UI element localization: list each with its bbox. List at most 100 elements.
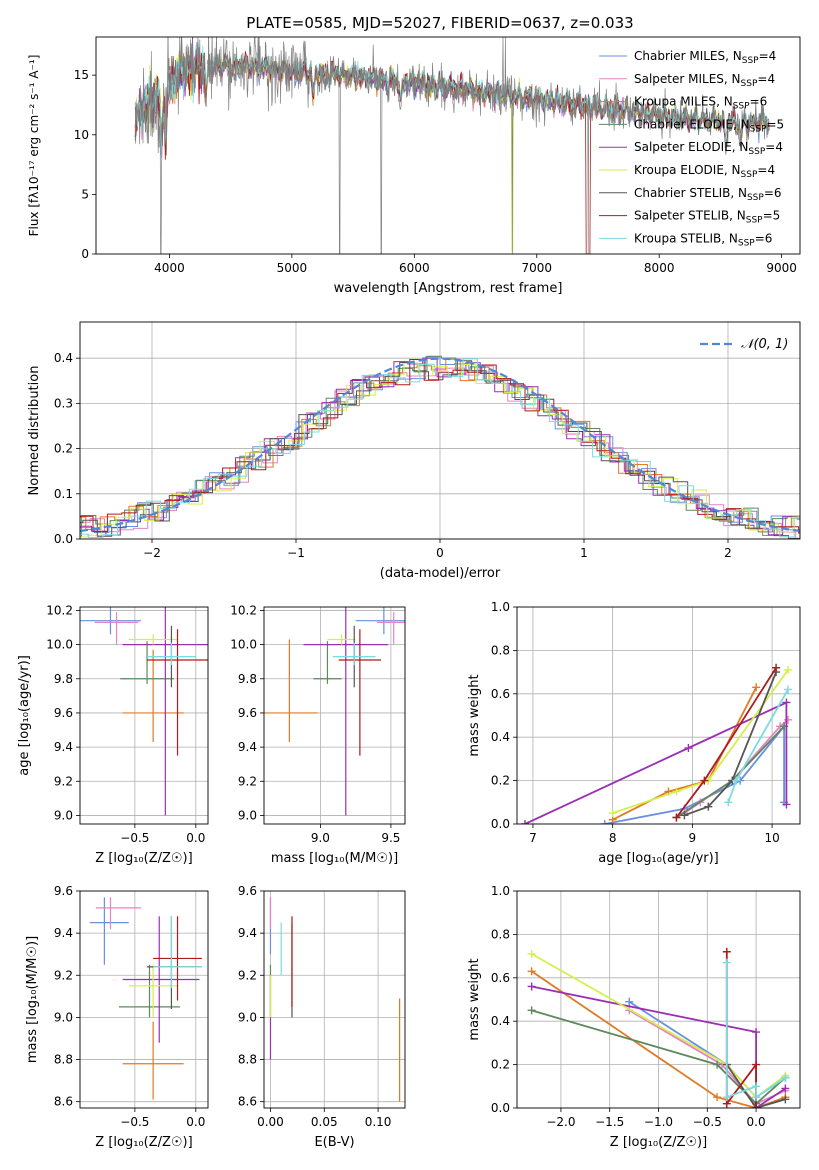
- normal-legend-label: 𝒩(0, 1): [741, 337, 788, 352]
- panel-weight_vs_Z: −2.0 −1.5 −1.0 −0.5 0.0 0.0 0.2 0.4 0.6 0.8 1.0 Z […: [467, 884, 801, 1150]
- weight-marker: [724, 798, 733, 807]
- x-tick-label: 0.10: [365, 1115, 392, 1129]
- legend-nssp-value: 4: [767, 163, 775, 177]
- y-tick-label: 0.0: [491, 817, 510, 831]
- x-tick-label: −1: [287, 546, 305, 560]
- weight-marker: [784, 685, 793, 694]
- y-axis-label: age [log₁₀(age/yr)]: [17, 655, 32, 776]
- y-tick-label: 9.6: [238, 706, 257, 720]
- axes-frame-age_vs_Z: [79, 606, 209, 825]
- panel-mass_vs_Z: −0.5 0.0 8.6 8.8 9.0 9.2 9.4 9.6 Z [log₁₀(Z/Z☉)]…: [25, 884, 209, 1150]
- y-axis-label: Flux [fλ10⁻¹⁷ erg cm⁻² s⁻¹ A⁻¹]: [27, 55, 41, 237]
- weight-marker: [520, 820, 529, 824]
- weight-line: [531, 1009, 786, 1105]
- legend-entry: Salpeter ELODIE, NSSP=4: [634, 140, 783, 157]
- legend-model-name: Chabrier STELIB: [634, 186, 730, 200]
- panel-spectrum: 4000 5000 6000 7000 8000 9000 0 5 10 15 wavelength…: [27, 36, 801, 296]
- panel-mass_vs_ebv: 0.00 0.05 0.10 8.6 8.8 9.0 9.2 9.4 9.6 E(B-V): [238, 884, 406, 1150]
- x-tick-label: 7: [529, 831, 537, 845]
- ticks-age_vs_mass: 9.0 9.5 9.0 9.2 9.4 9.6 9.8 10.0 10.2: [230, 603, 400, 845]
- weight-marker: [527, 967, 536, 976]
- y-tick-label: 0.6: [491, 687, 510, 701]
- weight-marker: [781, 1095, 790, 1104]
- y-axis-label: Normed distribution: [27, 366, 42, 496]
- normal-reference-curve: [80, 357, 800, 533]
- y-tick-label: 0.2: [54, 442, 73, 456]
- x-tick-label: 0: [436, 546, 444, 560]
- weight-line: [524, 701, 788, 824]
- weight-marker: [684, 744, 693, 753]
- y-tick-label: 9.8: [238, 672, 257, 686]
- legend-nssp-value: 4: [767, 72, 775, 86]
- panel-age_vs_Z: −0.5 0.0 9.0 9.2 9.4 9.6 9.8 10.0 10.2 Z [log₁₀(Z…: [17, 603, 209, 866]
- legend-model-name: Salpeter ELODIE: [634, 140, 732, 154]
- weight-marker: [527, 949, 536, 958]
- legend-nssp-value: 4: [769, 49, 777, 63]
- x-axis-label: age [log₁₀(age/yr)]: [598, 851, 719, 866]
- y-tick-label: 0.8: [491, 643, 510, 657]
- legend-nssp-value: 6: [765, 231, 773, 245]
- legend-nssp-value: 5: [773, 209, 781, 223]
- legend-entry: Salpeter MILES, NSSP=4: [634, 72, 775, 89]
- y-tick-label: 9.2: [238, 968, 257, 982]
- x-tick-label: 0.0: [186, 1115, 205, 1129]
- x-tick-label: −1.0: [644, 1115, 673, 1129]
- x-tick-label: −1.5: [595, 1115, 624, 1129]
- x-axis-label: wavelength [Angstrom, rest frame]: [334, 281, 563, 296]
- legend-model-name: Kroupa MILES: [634, 95, 716, 109]
- y-tick-label: 9.6: [238, 884, 257, 898]
- y-tick-label: 10: [74, 128, 89, 142]
- plot-area-age_vs_mass: [264, 607, 405, 824]
- y-tick-label: 0.1: [54, 487, 73, 501]
- y-tick-label: 9.0: [238, 808, 257, 822]
- legend-entry: Chabrier STELIB, NSSP=6: [634, 186, 782, 203]
- y-tick-label: 9.4: [54, 740, 73, 754]
- x-tick-label: −0.5: [120, 831, 149, 845]
- y-tick-label: 0.2: [491, 774, 510, 788]
- x-tick-label: 4000: [154, 261, 185, 275]
- legend-model-name: Kroupa ELODIE: [634, 163, 724, 177]
- weight-marker: [782, 800, 791, 809]
- legend-model-name: Kroupa STELIB: [634, 231, 721, 245]
- weight-marker: [713, 1060, 722, 1069]
- x-tick-label: 9.5: [381, 831, 400, 845]
- y-tick-label: 9.2: [54, 774, 73, 788]
- legend-entry: Chabrier ELODIE, NSSP=5: [634, 117, 784, 134]
- figure-title: PLATE=0585, MJD=52027, FIBERID=0637, z=0…: [246, 14, 633, 32]
- weight-marker: [527, 982, 536, 991]
- x-axis-label: Z [log₁₀(Z/Z☉)]: [95, 1135, 192, 1150]
- residual-histogram: [80, 355, 800, 538]
- residual-histogram: [80, 358, 800, 538]
- y-tick-label: 0.0: [54, 532, 73, 546]
- weight-marker: [722, 958, 731, 967]
- x-axis-label: Z [log₁₀(Z/Z☉)]: [95, 851, 192, 866]
- y-tick-label: 9.0: [54, 808, 73, 822]
- weight-marker: [752, 1028, 761, 1037]
- x-tick-label: 10: [764, 831, 779, 845]
- spectrum-legend: Chabrier MILES, NSSP=4 Salpeter MILES, NS…: [599, 49, 784, 248]
- axes-frame-mass_vs_ebv: [263, 890, 406, 1109]
- x-tick-label: 2: [724, 546, 732, 560]
- y-tick-label: 9.6: [54, 706, 73, 720]
- legend-nssp-value: 6: [760, 95, 768, 109]
- axes-frame-weight_vs_age: [516, 606, 801, 825]
- y-tick-label: 1.0: [491, 884, 510, 898]
- y-tick-label: 9.4: [238, 740, 257, 754]
- y-tick-label: 8.8: [54, 1053, 73, 1067]
- plot-area-mass_vs_ebv: [264, 891, 405, 1108]
- x-axis-label: (data-model)/error: [380, 566, 501, 581]
- weight-line: [684, 671, 777, 817]
- x-tick-label: −2: [143, 546, 161, 560]
- weight-marker: [608, 809, 617, 818]
- legend-model-name: Salpeter MILES: [634, 72, 724, 86]
- weight-marker: [782, 698, 791, 707]
- x-tick-label: 8000: [644, 261, 675, 275]
- ticks-age_vs_Z: −0.5 0.0 9.0 9.2 9.4 9.6 9.8 10.0 10.2: [46, 603, 205, 845]
- legend-entry: Kroupa MILES, NSSP=6: [634, 95, 767, 112]
- y-tick-label: 8.6: [54, 1095, 73, 1109]
- x-tick-label: 9: [689, 831, 697, 845]
- y-axis-label: mass weight: [467, 674, 482, 756]
- weight-marker: [527, 1006, 536, 1015]
- y-tick-label: 0.0: [491, 1101, 510, 1115]
